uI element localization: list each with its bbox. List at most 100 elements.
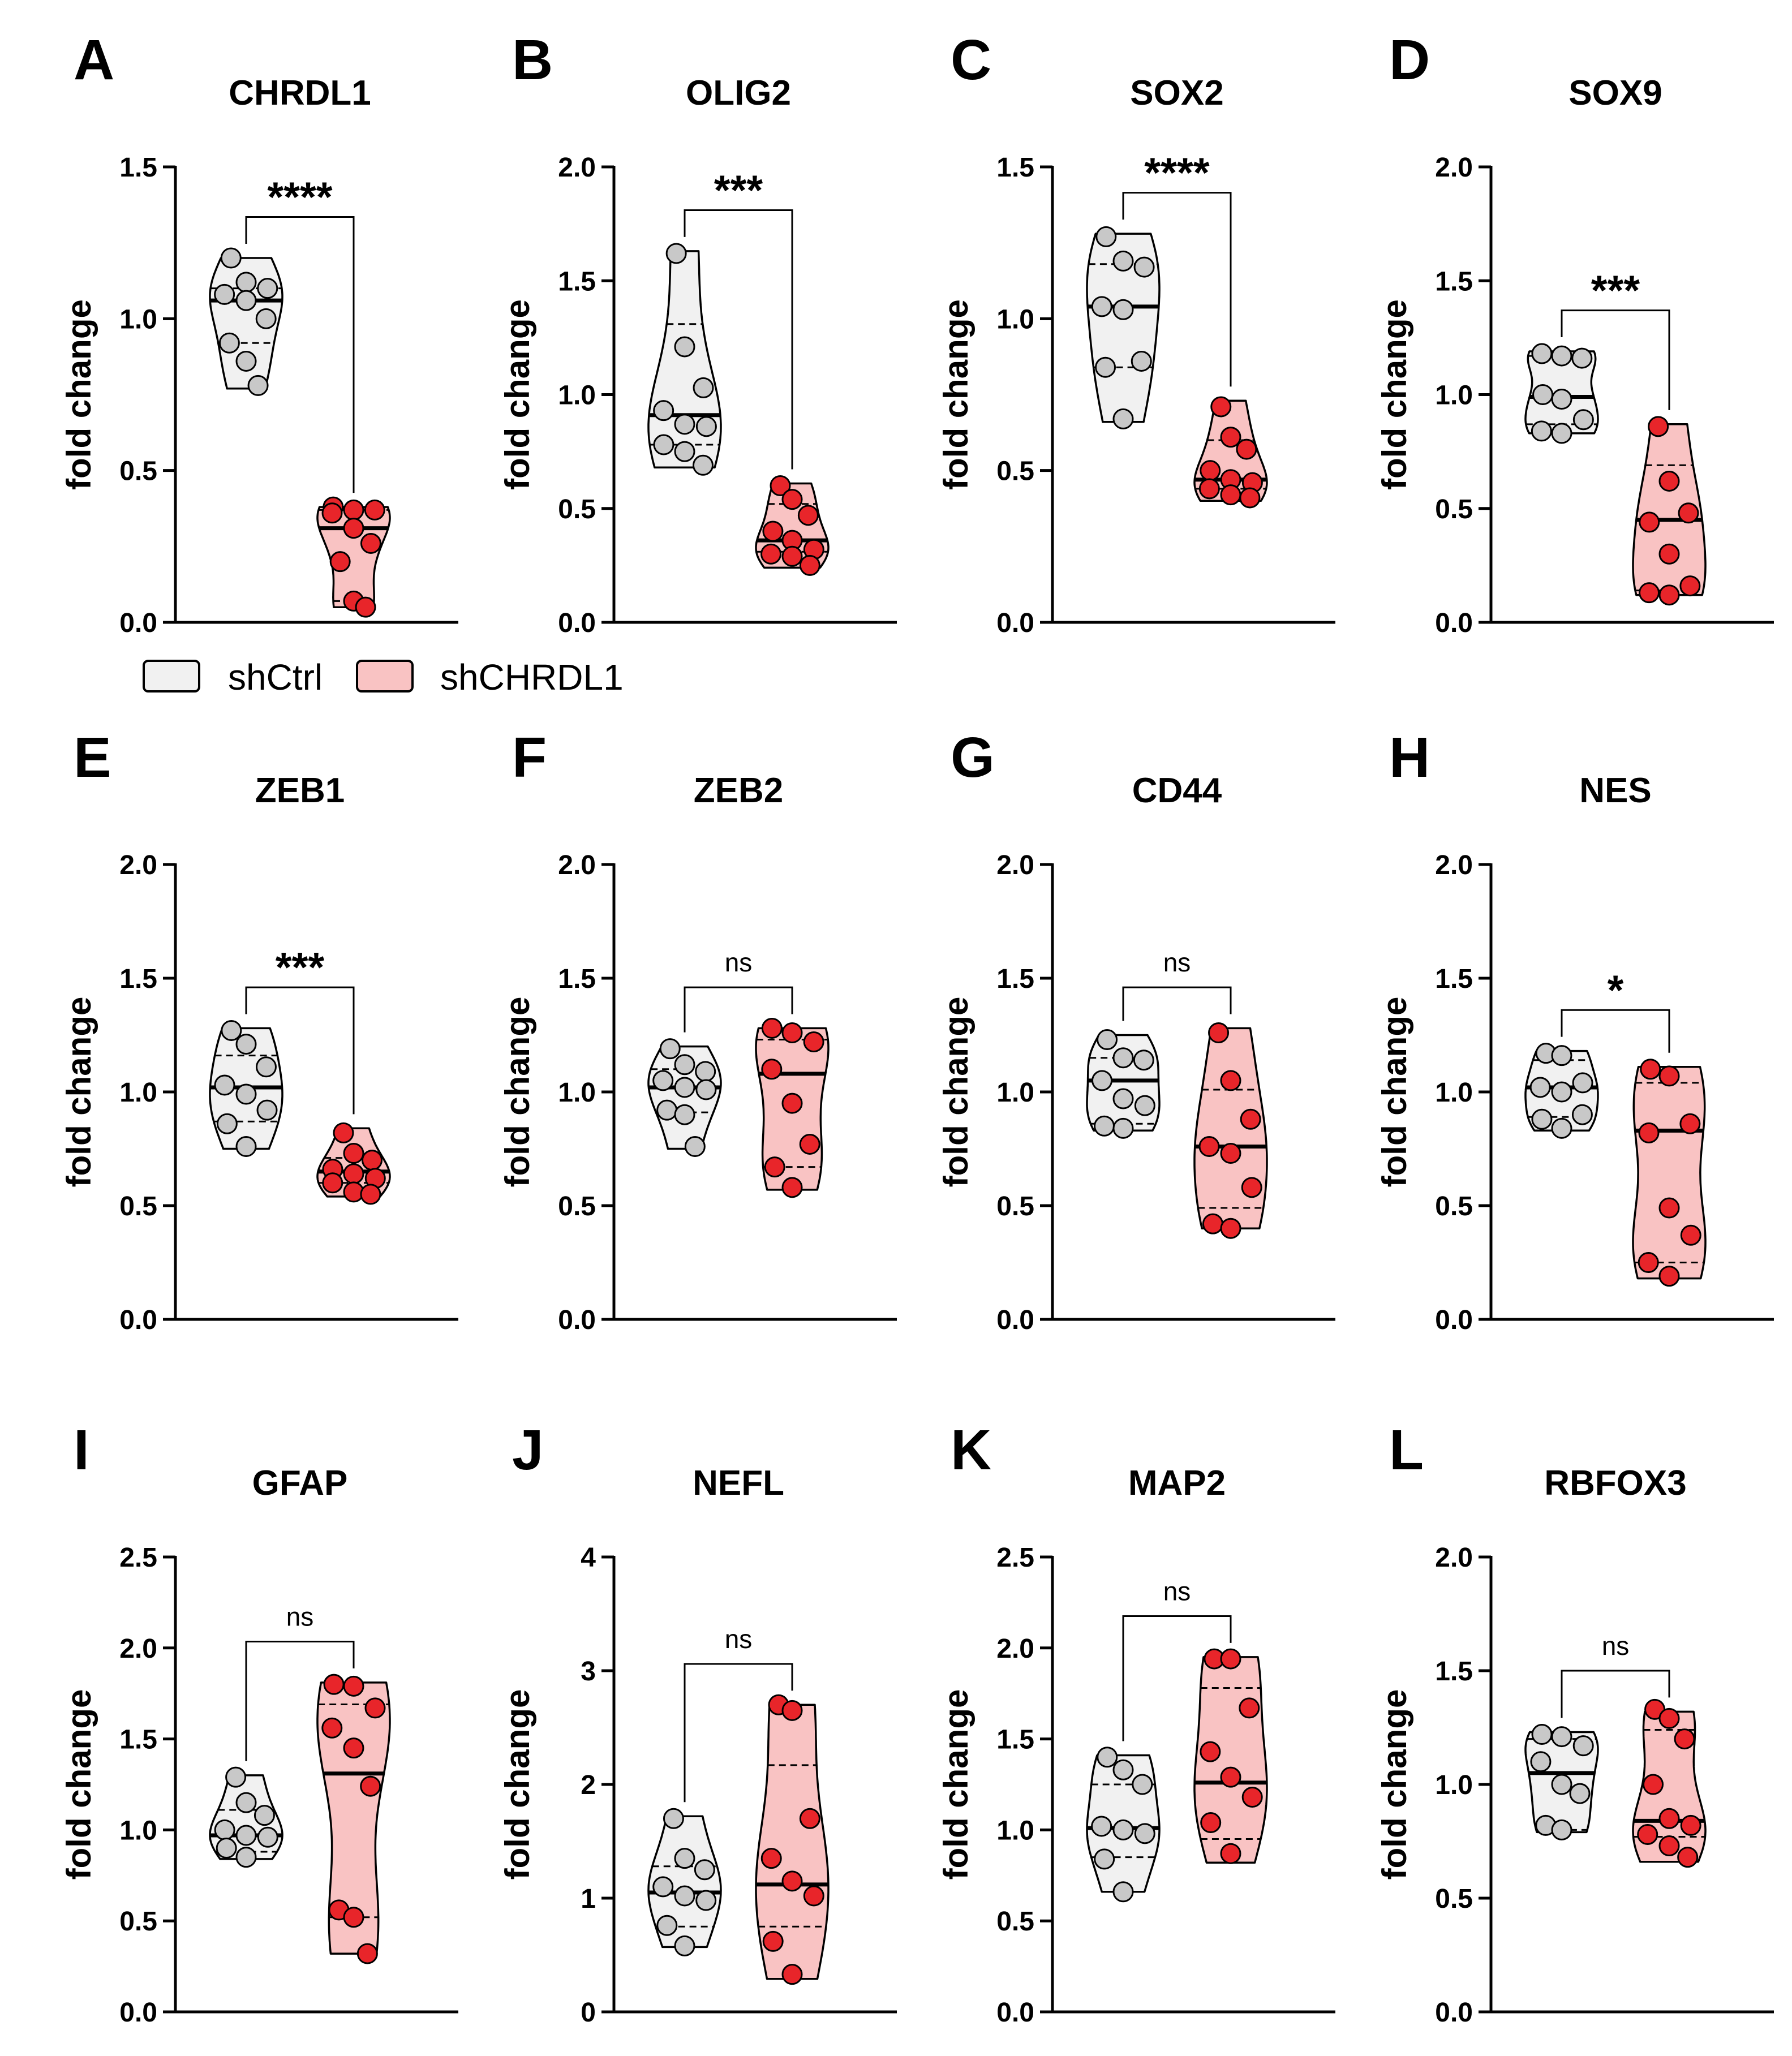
data-point <box>1094 1115 1115 1137</box>
data-point <box>322 1172 343 1194</box>
data-point <box>1572 409 1594 431</box>
data-point <box>1220 427 1241 448</box>
y-tick-label: 1.0 <box>119 1078 157 1108</box>
data-point <box>1134 1823 1155 1844</box>
data-point <box>343 499 364 521</box>
data-point <box>235 1825 257 1846</box>
significance-label: ns <box>1602 1631 1630 1661</box>
significance-bracket <box>1561 309 1670 410</box>
panel-title: CHRDL1 <box>229 74 371 113</box>
data-point <box>235 1083 257 1105</box>
data-point <box>663 1808 684 1829</box>
panel-title: NES <box>1579 771 1651 810</box>
panel-letter: A <box>74 28 114 92</box>
panel-a: A CHRDL1 fold change 0.0 0.5 1.0 1.5 **** <box>60 28 458 638</box>
data-point <box>1131 350 1152 372</box>
significance-bracket <box>1122 986 1232 1021</box>
data-point <box>253 1805 275 1826</box>
y-axis-label: fold change <box>60 299 98 490</box>
panel-j: J NEFL fold change 0 1 2 3 4 ns <box>499 1418 897 2028</box>
y-tick-label: 2.0 <box>1435 1543 1473 1573</box>
data-point <box>1112 1088 1134 1109</box>
data-point <box>1112 1117 1134 1139</box>
data-point <box>1239 487 1261 509</box>
data-point <box>1200 1812 1222 1834</box>
y-tick-label: 0.0 <box>119 1998 157 2028</box>
data-point <box>674 1935 695 1956</box>
significance-label: ns <box>725 948 753 977</box>
data-point <box>1571 1104 1593 1125</box>
panel-letter: C <box>951 28 991 92</box>
y-tick-label: 2.0 <box>119 1634 157 1664</box>
y-tick-label: 1.5 <box>996 964 1034 994</box>
legend-label-shchrdl1: shCHRDL1 <box>440 657 624 698</box>
y-tick-label: 1.0 <box>996 1078 1034 1108</box>
data-point <box>762 1930 784 1952</box>
y-axis-label: fold change <box>1376 299 1413 490</box>
y-tick-label: 0.5 <box>996 457 1034 487</box>
data-point <box>694 1859 715 1881</box>
data-point <box>674 1885 695 1907</box>
significance-bracket <box>245 216 355 493</box>
data-point <box>214 283 235 305</box>
data-point <box>797 505 819 526</box>
data-point <box>652 1876 674 1898</box>
panel-title: RBFOX3 <box>1544 1464 1686 1503</box>
y-axis-label: fold change <box>937 997 975 1188</box>
y-tick-label: 1.0 <box>558 381 596 411</box>
data-point <box>257 1826 278 1848</box>
data-point <box>1551 389 1572 410</box>
data-point <box>799 1808 820 1829</box>
data-point <box>674 1848 695 1869</box>
significance-bracket <box>245 1641 355 1761</box>
data-point <box>220 247 242 269</box>
data-point <box>1571 347 1593 369</box>
y-tick-label: 0.5 <box>119 1192 157 1221</box>
data-point <box>674 414 695 435</box>
data-point <box>1202 1213 1223 1235</box>
data-point <box>256 1099 278 1121</box>
data-point <box>674 441 695 462</box>
data-point <box>1198 1135 1220 1157</box>
y-tick-label: 1 <box>581 1884 596 1914</box>
data-point <box>1551 1774 1572 1795</box>
data-point <box>1674 1728 1695 1750</box>
y-tick-label: 0.0 <box>996 1305 1034 1335</box>
data-point <box>1532 384 1554 405</box>
significance-bracket <box>684 1663 793 1803</box>
panel-letter: L <box>1389 1418 1424 1482</box>
y-tick-label: 0.5 <box>558 1192 596 1221</box>
data-point <box>1097 1747 1118 1768</box>
data-point <box>235 272 257 293</box>
y-tick-label: 0.5 <box>1435 494 1473 524</box>
y-axis-label: fold change <box>937 299 975 490</box>
panel-l: L RBFOX3 fold change 0.0 0.5 1.0 1.5 2.0 ns <box>1376 1418 1774 2028</box>
data-point <box>1112 408 1134 429</box>
data-point <box>761 1017 783 1039</box>
data-point <box>760 543 782 565</box>
data-point <box>781 1870 803 1892</box>
significance-label: ns <box>1163 948 1191 977</box>
panel-f: F ZEB2 fold change 0.0 0.5 1.0 1.5 2.0 ns <box>499 726 897 1335</box>
y-tick-label: 2.0 <box>1435 850 1473 880</box>
data-point <box>762 521 784 542</box>
data-point <box>1551 345 1572 367</box>
data-point <box>1680 1814 1701 1836</box>
data-point <box>356 1943 378 1964</box>
data-point <box>695 416 717 437</box>
y-tick-label: 1.5 <box>119 153 157 183</box>
y-tick-label: 1.5 <box>558 964 596 994</box>
y-tick-label: 1.5 <box>1435 1657 1473 1687</box>
data-point <box>1095 356 1116 378</box>
significance-bracket <box>684 986 793 1033</box>
y-tick-label: 1.0 <box>558 1078 596 1108</box>
y-axis-label: fold change <box>499 1689 536 1880</box>
y-tick-label: 0.0 <box>1435 1305 1473 1335</box>
data-point <box>653 400 674 421</box>
y-tick-label: 2.0 <box>558 153 596 183</box>
y-axis-label: fold change <box>499 299 536 490</box>
data-point <box>255 308 277 329</box>
panel-title: ZEB1 <box>255 771 345 810</box>
legend-swatch-shctrl <box>143 660 200 692</box>
data-point <box>684 1135 706 1157</box>
